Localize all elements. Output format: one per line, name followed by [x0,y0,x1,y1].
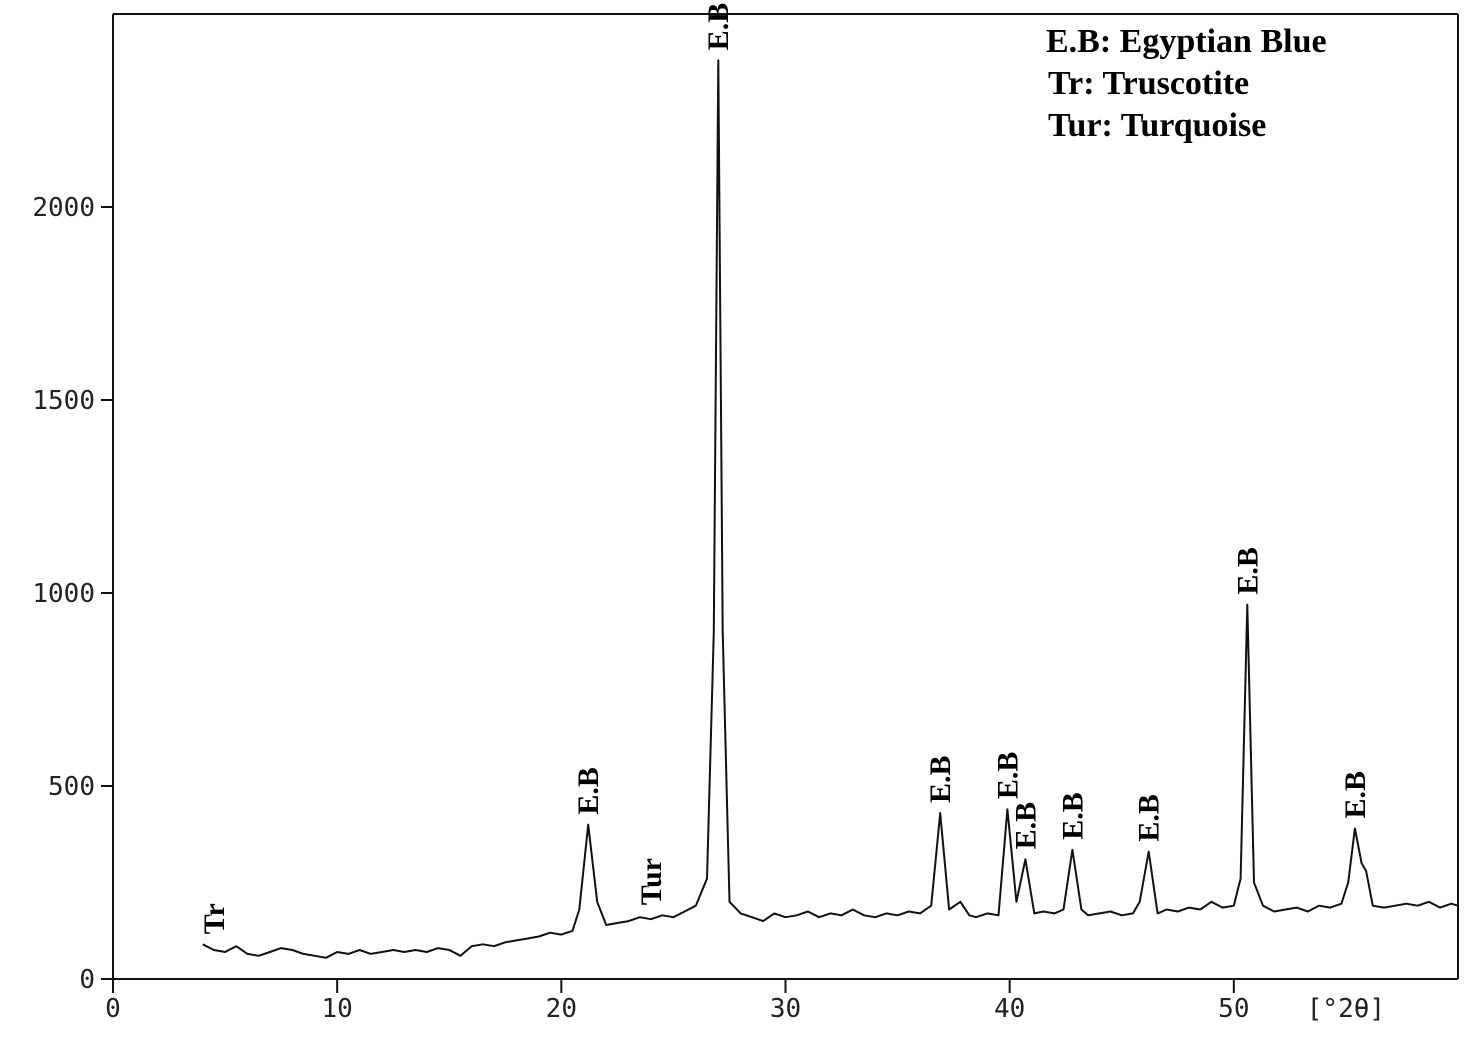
x-axis-label: [°2θ] [1307,994,1385,1024]
y-tick-label: 2000 [32,193,95,223]
peak-label: Tr [198,903,231,934]
x-tick-label: 30 [770,994,801,1024]
x-tick-label: 0 [105,994,121,1024]
peak-label: E.B [991,752,1024,800]
y-tick-label: 500 [48,772,95,802]
peak-label: E.B [924,755,957,803]
peak-label: E.B [1231,547,1264,595]
peak-label: E.B [1339,771,1372,819]
x-tick-label: 20 [546,994,577,1024]
data-line [202,59,1459,959]
y-tick-label: 0 [79,965,95,995]
peak-label: E.B [1009,802,1042,850]
peak-label: E.B [1056,792,1089,840]
x-tick-label: 40 [994,994,1025,1024]
legend-note: Tr: Truscotite [1048,65,1249,102]
peak-label: E.B [702,3,735,51]
y-tick-label: 1000 [32,579,95,609]
peak-label: E.B [572,767,605,815]
y-tick-label: 1500 [32,386,95,416]
legend-note: Tur: Turquoise [1048,107,1266,144]
peak-label: Tur [635,858,668,905]
peak-label: E.B [1133,794,1166,842]
x-tick-label: 50 [1218,994,1249,1024]
x-tick-label: 10 [322,994,353,1024]
legend-note: E.B: Egyptian Blue [1046,23,1327,60]
